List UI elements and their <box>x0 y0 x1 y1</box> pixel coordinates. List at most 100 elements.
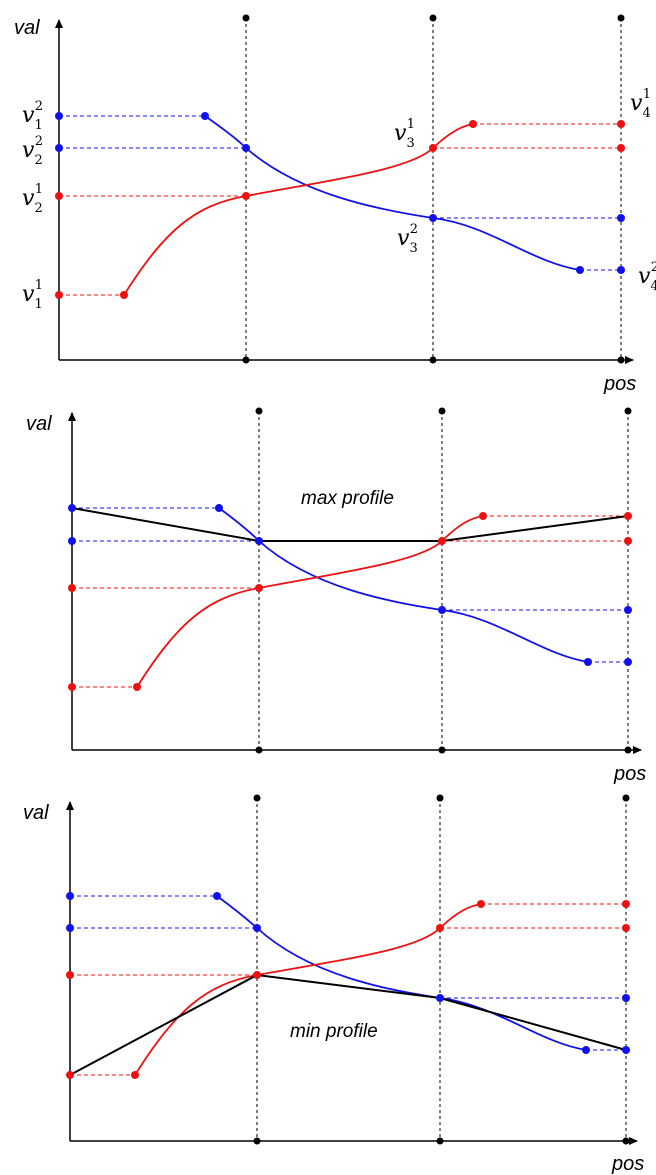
guide-dot <box>242 14 250 22</box>
y-axis-label: val <box>26 413 52 435</box>
value-label: v22 <box>22 134 43 168</box>
data-point <box>68 584 76 592</box>
vertical-guides <box>256 798 627 1141</box>
min-profile-line <box>69 973 627 1076</box>
data-point <box>584 658 592 666</box>
data-point <box>624 658 632 666</box>
data-point <box>469 120 477 128</box>
vertical-guides <box>245 18 622 360</box>
data-point <box>68 504 76 512</box>
series-red-curve <box>134 903 482 1076</box>
series-blue-curve <box>204 115 581 271</box>
data-point <box>253 924 261 932</box>
data-point <box>255 584 263 592</box>
value-label: v41 <box>630 87 651 121</box>
data-point <box>66 1071 74 1079</box>
data-point <box>582 1046 590 1054</box>
data-point <box>624 606 632 614</box>
y-axis-label: val <box>14 17 40 39</box>
guide-dot <box>253 794 261 802</box>
data-point <box>133 683 141 691</box>
data-point <box>120 291 128 299</box>
data-point <box>131 1071 139 1079</box>
data-point <box>242 192 250 200</box>
series-blue-dashes <box>72 507 628 663</box>
data-point <box>438 606 446 614</box>
panel-original: val pos <box>14 14 656 395</box>
data-point <box>66 924 74 932</box>
axes <box>68 412 642 754</box>
value-labels: v12 v22 v21 v11 v31 v32 v41 v42 <box>22 87 656 312</box>
data-point <box>477 900 485 908</box>
data-point <box>622 1046 630 1054</box>
data-point <box>624 537 632 545</box>
data-point <box>622 994 630 1002</box>
data-point <box>213 892 221 900</box>
data-point <box>622 900 630 908</box>
vertical-guides <box>258 411 629 750</box>
data-point <box>617 266 625 274</box>
data-point <box>438 537 446 545</box>
data-point <box>617 214 625 222</box>
guide-dot <box>255 407 263 415</box>
data-point <box>436 924 444 932</box>
series-red-points <box>68 512 632 691</box>
guide-dot <box>438 407 446 415</box>
max-profile-line <box>71 507 629 542</box>
guide-dot <box>617 14 625 22</box>
x-axis-label: pos <box>603 373 636 395</box>
panel-min-profile: val pos min profile <box>23 794 644 1175</box>
data-point <box>576 266 584 274</box>
y-axis-label: val <box>23 802 49 824</box>
profile-caption: max profile <box>301 488 394 509</box>
series-blue-curve <box>216 895 587 1051</box>
data-point <box>255 537 263 545</box>
guide-dot <box>429 14 437 22</box>
data-point <box>479 512 487 520</box>
data-point <box>215 504 223 512</box>
data-point <box>617 144 625 152</box>
profile-caption: min profile <box>290 1021 378 1042</box>
panel-max-profile: val pos max profile <box>26 407 646 785</box>
series-blue-dashes <box>59 115 621 271</box>
guide-dots <box>253 794 630 1145</box>
data-point <box>622 924 630 932</box>
data-point <box>429 144 437 152</box>
x-axis-label: pos <box>611 1153 644 1175</box>
data-point <box>201 112 209 120</box>
data-point <box>253 971 261 979</box>
series-red-curve <box>123 123 474 296</box>
axes <box>55 19 634 364</box>
data-point <box>242 144 250 152</box>
series-red-curve <box>136 515 484 688</box>
series-blue-points <box>68 504 632 666</box>
value-label: v11 <box>22 278 43 312</box>
value-label: v32 <box>397 222 418 256</box>
data-point <box>66 892 74 900</box>
data-point <box>55 291 63 299</box>
value-label: v21 <box>22 182 43 216</box>
data-point <box>436 994 444 1002</box>
guide-dot <box>622 794 630 802</box>
series-red-points <box>55 120 625 299</box>
series-red-dashes <box>59 123 621 296</box>
guide-dots <box>255 407 632 754</box>
data-point <box>55 192 63 200</box>
data-point <box>68 537 76 545</box>
x-axis-label: pos <box>613 763 646 785</box>
series-red-dashes <box>70 903 626 1076</box>
data-point <box>429 214 437 222</box>
data-point <box>68 683 76 691</box>
data-point <box>617 120 625 128</box>
value-label: v31 <box>394 117 415 151</box>
guide-dot <box>624 407 632 415</box>
guide-dot <box>436 794 444 802</box>
series-red-points <box>66 900 630 1079</box>
series-blue-curve <box>218 507 589 663</box>
data-point <box>66 971 74 979</box>
series-blue-dashes <box>70 895 626 1051</box>
data-point <box>55 112 63 120</box>
series-blue-points <box>66 892 630 1054</box>
data-point <box>55 144 63 152</box>
